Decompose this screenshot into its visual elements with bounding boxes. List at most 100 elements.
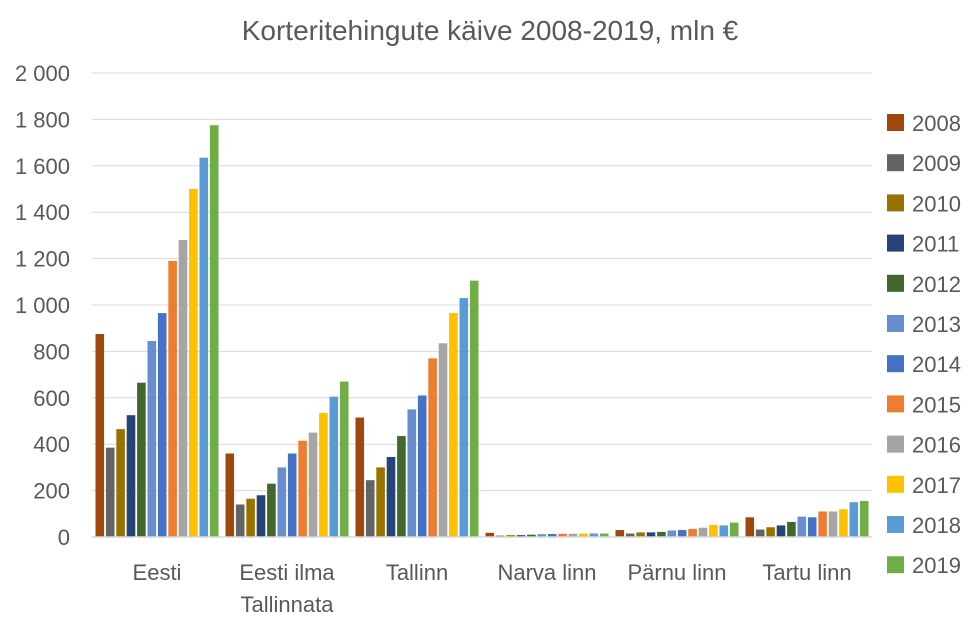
bar-2008-3 [485,532,495,537]
legend-label: 2008 [912,111,961,136]
bar-2016-1 [308,432,318,537]
bar-2017-0 [189,189,198,537]
y-tick-label: 800 [33,339,70,364]
y-tick-label: 200 [33,479,70,504]
bar-2010-4 [636,532,645,537]
legend-item-2014: 2014 [887,352,961,377]
legend-label: 2010 [912,191,961,216]
legend-item-2018: 2018 [887,513,961,538]
bar-2008-1 [225,453,235,537]
bar-2018-5 [849,502,859,537]
bar-2019-3 [599,533,609,537]
bar-2015-0 [168,260,177,537]
bar-2018-4 [719,525,729,537]
legend-item-2009: 2009 [887,151,961,176]
y-tick-label: 1 200 [15,247,70,272]
y-tick-label: 600 [33,386,70,411]
bar-2011-3 [516,535,526,537]
bar-2016-2 [438,343,448,537]
legend-label: 2009 [912,151,961,176]
bar-2014-4 [677,530,687,537]
bar-2015-1 [298,440,307,537]
legend-swatch [887,435,904,453]
legend-swatch [887,315,904,332]
bar-2012-3 [527,534,536,537]
bar-2009-5 [755,529,765,537]
legend-item-2019: 2019 [887,553,961,578]
x-axis-category-labels: Eesti Eesti ilma Tallinnata Tallinn Narva li… [133,560,852,617]
y-tick-label: 1 400 [15,200,70,225]
bar-2010-1 [246,498,255,537]
legend-swatch [887,516,904,533]
legend-swatch [887,475,904,493]
y-axis-tick-labels: 0 200 400 600 800 1 000 1 200 1 400 1 600 1 800 2 … [15,61,70,550]
legend-item-2010: 2010 [887,191,961,216]
bar-2019-5 [859,501,869,537]
legend-item-2011: 2011 [887,232,959,257]
bar-2015-4 [688,528,697,537]
bar-2019-0 [209,125,219,537]
legend-label: 2018 [912,513,961,538]
bar-2019-4 [729,522,739,537]
legend: 2008 2009 2010 2011 2012 2013 2014 2015 2016 2017… [887,111,961,578]
legend-swatch [887,234,904,252]
bar-2012-0 [137,382,146,537]
bar-2019-1 [339,381,349,537]
bar-2008-4 [615,530,625,537]
bar-2010-5 [766,527,775,537]
y-tick-label: 0 [58,525,70,550]
legend-swatch [887,274,904,292]
bar-2014-2 [417,395,427,537]
bar-2017-2 [449,313,458,537]
y-tick-label: 1 600 [15,154,70,179]
bar-2018-3 [589,533,599,537]
bar-2017-1 [319,412,328,537]
bar-2016-5 [828,511,838,537]
category-label: Eesti ilma Tallinnata [239,560,335,617]
legend-swatch [887,194,904,212]
bar-2011-4 [646,532,656,537]
bar-2013-2 [407,409,417,537]
bar-2013-1 [277,467,287,537]
bar-2010-3 [506,535,515,537]
bar-2012-2 [397,436,406,537]
legend-swatch [887,556,904,574]
legend-label: 2013 [912,312,961,337]
legend-item-2012: 2012 [887,272,961,297]
bar-2017-3 [579,533,588,537]
bar-2018-1 [329,396,339,537]
bar-2019-2 [469,280,479,537]
bar-2013-4 [667,530,677,537]
bar-2010-0 [116,429,125,537]
bar-2012-1 [267,483,276,537]
legend-item-2013: 2013 [887,312,961,337]
legend-swatch [887,114,904,131]
bar-2013-0 [147,340,157,537]
bar-2015-3 [558,533,567,537]
y-tick-label: 2 000 [15,61,70,86]
bar-2014-3 [547,533,557,537]
legend-item-2015: 2015 [887,392,961,417]
legend-item-2016: 2016 [887,433,961,458]
bar-2014-0 [157,313,167,537]
category-label: Narva linn [497,560,596,585]
y-tick-label: 1 800 [15,107,70,132]
bar-2013-3 [537,534,547,537]
legend-label: 2011 [912,232,959,257]
legend-label: 2015 [912,392,961,417]
bar-2015-2 [428,358,437,537]
legend-label: 2016 [912,433,961,458]
category-label: Tallinn [386,560,448,585]
legend-label: 2017 [912,473,961,498]
legend-swatch [887,355,904,373]
bar-2010-2 [376,467,385,537]
bar-2011-1 [256,495,266,537]
legend-item-2008: 2008 [887,111,961,136]
bar-2017-4 [709,524,718,537]
bar-2008-5 [745,517,755,537]
bar-2016-3 [568,533,578,537]
bar-2016-4 [698,527,708,537]
y-tick-label: 400 [33,432,70,457]
